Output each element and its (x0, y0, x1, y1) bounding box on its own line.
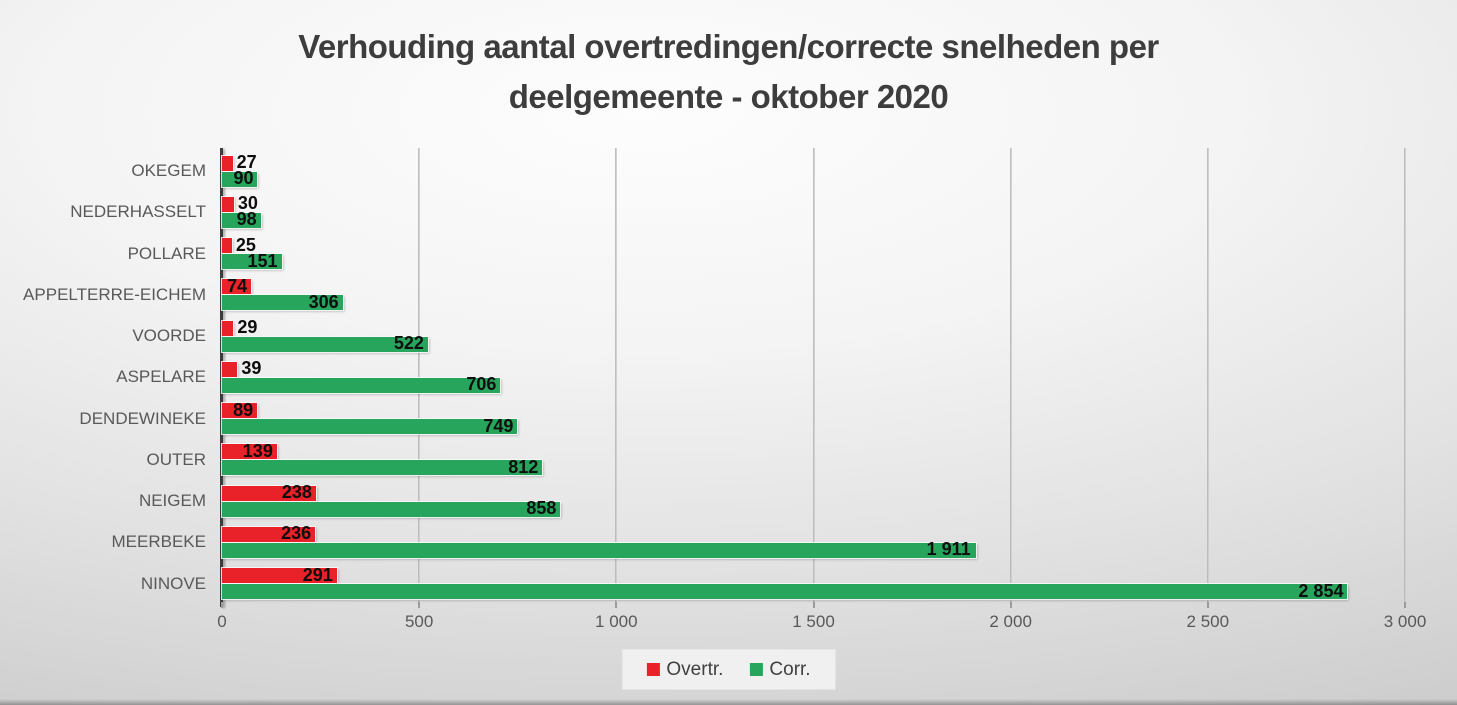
bar-overtr-dendewineke (222, 403, 258, 419)
x-tick-label-3-000: 3 000 (1383, 612, 1427, 631)
x-tick-mark-2-000 (1009, 602, 1012, 608)
category-label-aspelare: ASPELARE (116, 367, 206, 387)
category-label-appelterre-eichem: APPELTERRE-EICHEM (23, 284, 206, 304)
bar-overtr-meerbeke (222, 526, 316, 542)
bar-overtr-appelterre-eichem (222, 279, 252, 295)
legend-swatch-corr-icon (749, 663, 763, 676)
bar-corr-appelterre-eichem (222, 295, 343, 311)
bar-overtr-outer (222, 444, 277, 460)
x-gridline-500 (418, 148, 421, 602)
bar-corr-neigem (222, 501, 561, 517)
x-tick-mark-500 (418, 602, 421, 608)
bar-corr-dendewineke (222, 419, 518, 435)
legend-swatch-overtr-icon (646, 663, 660, 676)
bar-value-label-overtr-dendewineke: 89 (233, 399, 254, 420)
bar-value-label-overtr-pollare: 25 (235, 234, 256, 255)
legend-label-corr: Corr. (769, 658, 811, 680)
bar-corr-meerbeke (222, 542, 976, 558)
bar-value-label-overtr-aspelare: 39 (241, 358, 262, 379)
x-tick-mark-1-500 (812, 602, 815, 608)
x-tick-label-1-500: 1 500 (792, 612, 835, 631)
bar-value-label-overtr-meerbeke: 236 (281, 523, 312, 544)
bar-overtr-ninove (222, 568, 337, 584)
y-axis-line (220, 148, 223, 607)
bar-value-label-overtr-voorde: 29 (237, 317, 258, 338)
x-tick-label-1-000: 1 000 (595, 612, 638, 631)
bar-value-label-overtr-outer: 139 (242, 440, 273, 461)
chart-title: Verhouding aantal overtredingen/correcte… (0, 22, 1457, 122)
x-tick-label-2-500: 2 500 (1186, 612, 1230, 631)
bar-value-label-corr-ninove: 2 854 (1298, 580, 1344, 601)
x-tick-mark-2-500 (1206, 602, 1209, 608)
bar-corr-okegem (222, 171, 258, 187)
category-label-ninove: NINOVE (140, 573, 206, 593)
x-gridline-2-500 (1206, 148, 1209, 602)
category-label-voorde: VOORDE (132, 326, 206, 346)
bar-value-label-corr-meerbeke: 1 911 (926, 539, 971, 560)
bar-corr-ninove (222, 584, 1348, 600)
category-label-neigem: NEIGEM (138, 491, 206, 511)
bar-overtr-pollare (222, 238, 232, 254)
x-tick-label-500: 500 (404, 612, 434, 631)
x-gridline-3-000 (1404, 148, 1406, 602)
category-label-dendewineke: DENDEWINEKE (79, 408, 206, 428)
x-gridline-1-000 (615, 148, 618, 602)
bar-value-label-overtr-ninove: 291 (302, 564, 333, 585)
x-tick-mark-1-000 (615, 602, 618, 608)
category-label-okegem: OKEGEM (131, 161, 206, 180)
bar-value-label-corr-pollare: 151 (247, 250, 278, 271)
x-gridline-2-000 (1009, 148, 1012, 602)
x-gridline-1-500 (812, 148, 815, 602)
legend: Overtr. Corr. (622, 650, 835, 689)
bar-value-label-corr-appelterre-eichem: 306 (308, 291, 339, 312)
bar-corr-voorde (222, 336, 428, 352)
x-tick-mark-3-000 (1404, 602, 1406, 608)
bar-value-label-corr-dendewineke: 749 (483, 415, 514, 436)
bar-corr-outer (222, 460, 543, 476)
bar-overtr-neigem (222, 485, 316, 501)
bar-value-label-overtr-nederhasselt: 30 (237, 193, 258, 214)
legend-item-corr: Corr. (749, 658, 811, 681)
bar-corr-pollare (222, 254, 282, 270)
x-tick-label-0: 0 (217, 612, 227, 631)
bar-value-label-corr-neigem: 858 (526, 498, 557, 519)
x-tick-mark-0 (221, 602, 223, 608)
bar-value-label-corr-okegem: 90 (233, 168, 254, 188)
chart-title-line-1: Verhouding aantal overtredingen/correcte… (298, 28, 1159, 65)
category-label-outer: OUTER (146, 449, 207, 469)
bar-value-label-corr-voorde: 522 (393, 333, 424, 354)
bar-overtr-voorde (222, 320, 234, 336)
bar-corr-nederhasselt (222, 212, 261, 228)
bar-value-label-overtr-okegem: 27 (236, 152, 257, 172)
bar-value-label-corr-aspelare: 706 (466, 374, 497, 395)
bar-overtr-okegem (222, 155, 233, 171)
category-label-pollare: POLLARE (127, 243, 206, 263)
bar-value-label-corr-nederhasselt: 98 (236, 209, 257, 230)
bar-value-label-overtr-neigem: 238 (281, 482, 312, 503)
bar-value-label-corr-outer: 812 (508, 456, 539, 477)
category-label-nederhasselt: NEDERHASSELT (70, 202, 206, 222)
bar-overtr-aspelare (222, 361, 238, 377)
category-label-meerbeke: MEERBEKE (111, 532, 206, 552)
bar-corr-aspelare (222, 377, 501, 393)
bar-value-label-overtr-appelterre-eichem: 74 (227, 275, 248, 296)
legend-label-overtr: Overtr. (666, 658, 724, 680)
chart-title-line-2: deelgemeente - oktober 2020 (508, 78, 949, 115)
bar-overtr-nederhasselt (222, 196, 234, 212)
legend-item-overtr: Overtr. (646, 659, 723, 681)
x-tick-label-2-000: 2 000 (989, 612, 1032, 631)
